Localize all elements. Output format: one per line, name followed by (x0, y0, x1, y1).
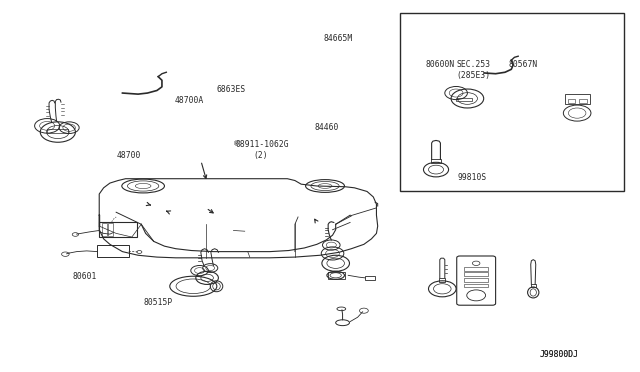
Text: 80601: 80601 (72, 272, 97, 281)
Bar (531, 285, 536, 287)
Text: 80515P: 80515P (143, 298, 172, 307)
Text: 84665M: 84665M (323, 34, 353, 43)
Text: 48700A: 48700A (175, 96, 204, 105)
Text: J99800DJ: J99800DJ (540, 350, 579, 359)
Text: SEC.253: SEC.253 (457, 61, 491, 70)
Text: 48700: 48700 (116, 151, 141, 160)
Bar (568, 99, 575, 103)
Bar (564, 94, 589, 104)
Bar (365, 276, 374, 280)
Text: ®: ® (234, 141, 241, 147)
Bar (102, 223, 107, 235)
Bar (439, 278, 445, 282)
Bar (464, 278, 488, 282)
Bar (108, 223, 113, 235)
Text: 08911-1062G: 08911-1062G (236, 140, 289, 148)
Text: J99800DJ: J99800DJ (540, 350, 579, 359)
Bar (464, 284, 488, 287)
Bar (99, 222, 137, 237)
Bar (431, 159, 441, 163)
Text: 99810S: 99810S (458, 173, 487, 183)
Text: (285E3): (285E3) (457, 71, 491, 80)
Text: 84460: 84460 (315, 123, 339, 132)
Bar (456, 98, 472, 101)
Bar (328, 272, 345, 279)
Text: 80600N: 80600N (426, 61, 454, 70)
Text: 80567N: 80567N (508, 61, 538, 70)
Text: (2): (2) (253, 151, 268, 160)
Bar (464, 272, 488, 276)
Text: 6863ES: 6863ES (216, 85, 246, 94)
Bar (400, 13, 624, 192)
Bar (464, 267, 488, 270)
Bar (47, 129, 68, 133)
Bar (579, 99, 587, 103)
Bar (97, 246, 129, 257)
